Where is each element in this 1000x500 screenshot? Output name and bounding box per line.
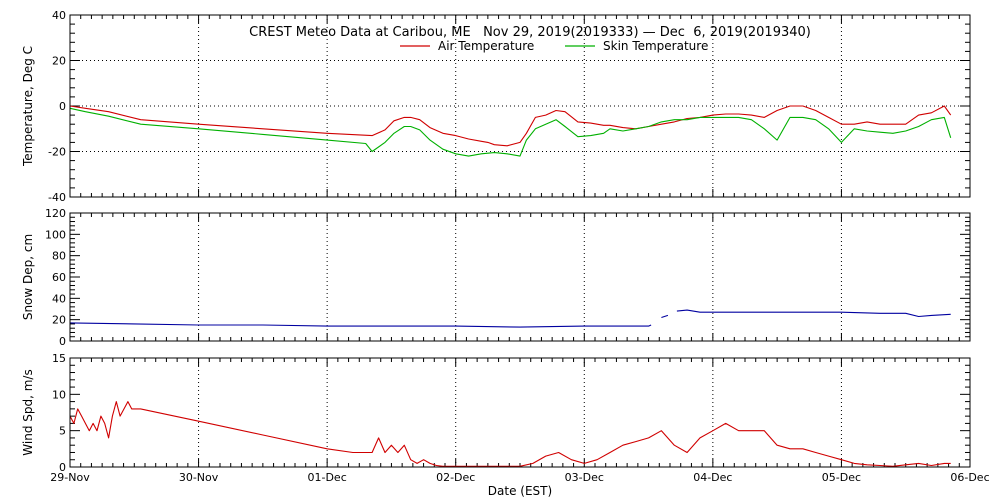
y-tick-label: 80 <box>52 250 66 263</box>
x-tick-label: 30-Nov <box>179 471 219 484</box>
y-tick-label: 100 <box>45 228 66 241</box>
x-tick-label: 03-Dec <box>565 471 604 484</box>
panel-1: 0 20 40 60 80 100 120 Snow Dep, cm <box>21 207 971 348</box>
x-tick-label: 01-Dec <box>308 471 347 484</box>
x-tick-label: 29-Nov <box>50 471 90 484</box>
y-tick-label: 60 <box>52 271 66 284</box>
series-line-panel2-s0-g0 <box>69 401 951 467</box>
y-tick-label: 0 <box>59 461 66 474</box>
y-tick-label: 120 <box>45 207 66 220</box>
series-line-panel0-s0-g0 <box>69 105 952 147</box>
x-tick-label: 06-Dec <box>950 471 989 484</box>
y-tick-label: -20 <box>48 146 66 159</box>
series-line-panel1-s0-g2 <box>676 309 951 318</box>
x-tick-label: 02-Dec <box>436 471 475 484</box>
series-line-panel1-s0-g0 <box>69 322 652 328</box>
y-tick-label: 20 <box>52 55 66 68</box>
plot-frame <box>69 14 971 198</box>
legend-label: Skin Temperature <box>603 39 708 53</box>
panel-0: -40 -20 0 20 40 Temperature, Deg C <box>21 9 971 204</box>
plot-frame <box>69 212 971 342</box>
y-tick-label: 0 <box>59 100 66 113</box>
y-tick-label: 0 <box>59 335 66 348</box>
y-axis-label: Wind Spd, m/s <box>21 369 35 455</box>
series-line-panel0-s1-g0 <box>69 107 952 157</box>
x-tick-label: 05-Dec <box>822 471 861 484</box>
legend: Air Temperature Skin Temperature <box>400 39 708 53</box>
y-tick-label: 20 <box>52 314 66 327</box>
y-tick-label: 15 <box>52 352 66 365</box>
panels: -40 -20 0 20 40 Temperature, Deg C 0 20 40 60 80 10… <box>21 9 971 474</box>
plot-frame <box>69 357 971 468</box>
x-axis-label: Date (EST) <box>488 484 552 498</box>
chart-title: CREST Meteo Data at Caribou, ME Nov 29, … <box>249 25 811 40</box>
y-tick-label: -40 <box>48 191 66 204</box>
series-line-panel1-s0-g1 <box>661 314 669 319</box>
x-tick-labels: 29-Nov 30-Nov 01-Dec 02-Dec 03-Dec 04-Dec 05-D… <box>50 471 989 484</box>
y-tick-label: 40 <box>52 9 66 22</box>
panel-2: 0 5 10 15 Wind Spd, m/s <box>21 352 971 474</box>
y-tick-label: 5 <box>59 425 66 438</box>
y-tick-label: 40 <box>52 292 66 305</box>
x-tick-label: 04-Dec <box>693 471 732 484</box>
legend-label: Air Temperature <box>438 39 534 53</box>
y-tick-label: 10 <box>52 388 66 401</box>
y-axis-label: Temperature, Deg C <box>21 46 35 167</box>
y-axis-label: Snow Dep, cm <box>21 234 35 320</box>
